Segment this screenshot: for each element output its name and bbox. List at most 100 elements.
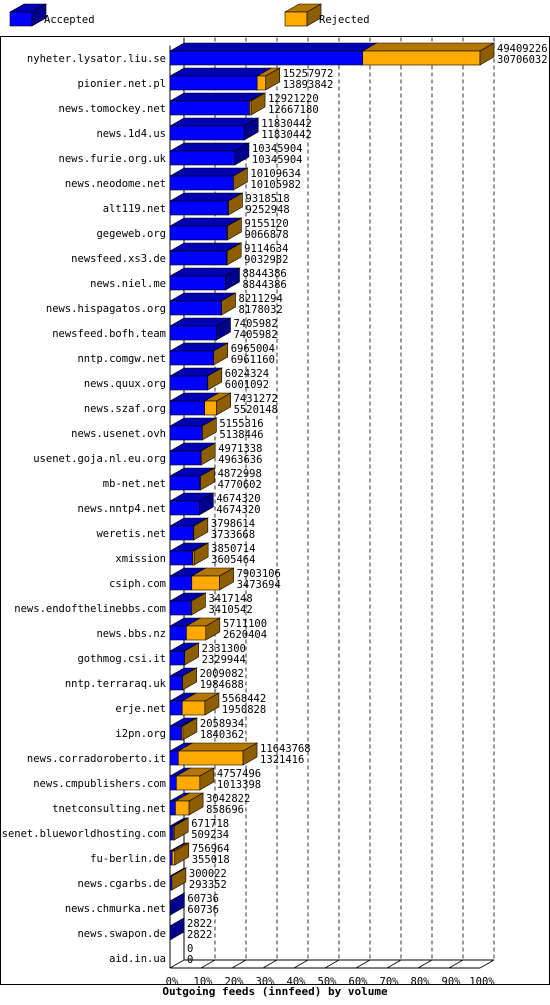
legend-item: Rejected bbox=[283, 3, 370, 27]
total-label: 2058934 bbox=[200, 718, 244, 730]
category-label: news.quux.org bbox=[84, 378, 166, 390]
bar-front bbox=[169, 575, 193, 591]
bar-front bbox=[169, 350, 214, 366]
bar-top bbox=[168, 117, 260, 127]
bar-segment bbox=[191, 542, 210, 566]
accepted-label: 4674320 bbox=[216, 504, 260, 516]
bar-front bbox=[169, 450, 202, 466]
bar-segment bbox=[185, 617, 221, 641]
tick-mark bbox=[355, 959, 371, 969]
bar-side bbox=[228, 192, 243, 216]
bar-segment bbox=[168, 567, 207, 591]
total-label: 9318518 bbox=[245, 193, 289, 205]
bar-side bbox=[205, 617, 221, 641]
bar-segment bbox=[190, 592, 207, 616]
accepted-label: 858696 bbox=[206, 804, 244, 816]
accepted-label: 1013398 bbox=[217, 779, 261, 791]
category-label: aid.in.ua bbox=[109, 953, 166, 965]
category-label: i2pn.org bbox=[115, 728, 166, 740]
bar-side bbox=[191, 592, 206, 616]
accepted-label: 293352 bbox=[189, 879, 227, 891]
accepted-label: 9066878 bbox=[244, 229, 288, 241]
bar-segment bbox=[168, 117, 260, 141]
bar-side bbox=[479, 42, 495, 66]
total-label: 3850714 bbox=[211, 543, 255, 555]
total-label: 756964 bbox=[192, 843, 230, 855]
bar-front bbox=[169, 600, 192, 616]
accepted-label: 1321416 bbox=[260, 754, 304, 766]
bar-side bbox=[193, 517, 209, 541]
bar-front bbox=[169, 725, 182, 741]
category-label: news.cgarbs.de bbox=[77, 878, 166, 890]
bar-segment bbox=[177, 742, 259, 766]
bar-segment bbox=[168, 167, 249, 191]
bar-side bbox=[242, 742, 258, 766]
bar-front bbox=[186, 625, 207, 641]
tick-mark bbox=[169, 959, 185, 969]
category-label: news.tomockey.net bbox=[59, 103, 166, 115]
total-label: 60736 bbox=[187, 893, 219, 905]
bar-segment bbox=[174, 792, 205, 816]
category-label: news.endofthelinebbs.com bbox=[14, 603, 166, 615]
bar-front bbox=[169, 150, 236, 166]
total-label: 6965004 bbox=[231, 343, 275, 355]
bar-front bbox=[169, 425, 203, 441]
bar-top bbox=[168, 67, 273, 77]
category-label: weretis.net bbox=[96, 528, 166, 540]
bar-side bbox=[31, 3, 47, 27]
total-label: 8211294 bbox=[239, 293, 283, 305]
x-tick-label: 60% bbox=[349, 976, 369, 988]
x-tick-label: 80% bbox=[411, 976, 431, 988]
bar-top bbox=[361, 42, 496, 52]
category-label: news.nntp4.net bbox=[77, 503, 166, 515]
accepted-label: 13893842 bbox=[283, 79, 334, 91]
accepted-label: 3410542 bbox=[208, 604, 252, 616]
bar-side bbox=[184, 642, 199, 666]
bar-front bbox=[191, 575, 220, 591]
x-tick-label: 0% bbox=[166, 976, 179, 988]
bar-segment bbox=[168, 542, 208, 566]
total-label: 2331300 bbox=[202, 643, 246, 655]
bar-segment bbox=[201, 417, 218, 441]
total-label: 2822 bbox=[187, 918, 212, 930]
bar-front bbox=[169, 825, 174, 841]
bar-segment bbox=[175, 767, 215, 791]
accepted-label: 10345904 bbox=[252, 154, 303, 166]
bar-front bbox=[169, 500, 200, 516]
bar-segment bbox=[168, 267, 241, 291]
category-label: news.niel.me bbox=[90, 278, 166, 290]
category-label: news.hispagatos.org bbox=[46, 303, 166, 315]
bar-segment bbox=[168, 517, 209, 541]
bar-front bbox=[9, 11, 33, 27]
bar-side bbox=[173, 817, 189, 841]
bar-segment bbox=[361, 42, 496, 66]
bar-front bbox=[169, 75, 258, 91]
bar-side bbox=[174, 842, 190, 866]
bar-segment bbox=[168, 242, 242, 266]
tick-mark bbox=[200, 959, 216, 969]
bar-side bbox=[204, 692, 220, 716]
accepted-label: 10105982 bbox=[250, 179, 301, 191]
bar-segment bbox=[168, 467, 216, 491]
bar-segment bbox=[168, 92, 265, 116]
accepted-label: 60736 bbox=[187, 904, 219, 916]
total-label: 7431272 bbox=[234, 393, 278, 405]
category-label: gegeweb.org bbox=[96, 228, 166, 240]
category-label: news.corradoroberto.it bbox=[27, 753, 166, 765]
bar-segment bbox=[206, 367, 223, 391]
bar-segment bbox=[181, 692, 221, 716]
total-label: 2009082 bbox=[200, 668, 244, 680]
category-label: csiph.com bbox=[109, 578, 166, 590]
category-label: usenet.goja.nl.eu.org bbox=[33, 453, 166, 465]
bar-segment bbox=[168, 592, 207, 616]
bar-front bbox=[169, 225, 228, 241]
bar-front bbox=[177, 750, 244, 766]
total-label: 7903106 bbox=[237, 568, 281, 580]
bar-segment bbox=[168, 417, 218, 441]
bar-side bbox=[170, 892, 185, 916]
bar-front bbox=[169, 175, 234, 191]
bar-front bbox=[171, 850, 176, 866]
category-label: erje.net bbox=[115, 703, 166, 715]
total-label: 5155316 bbox=[219, 418, 263, 430]
